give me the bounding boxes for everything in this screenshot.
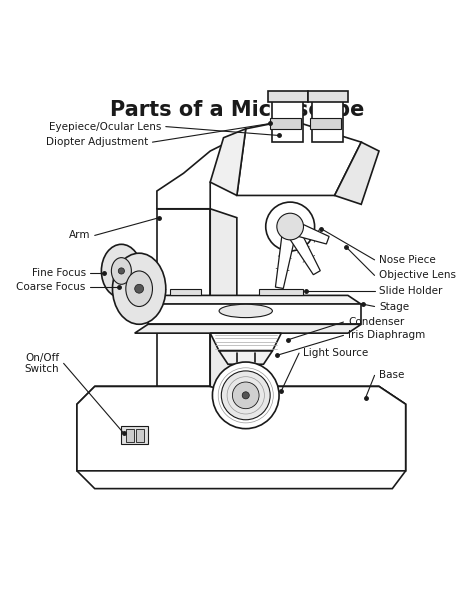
- Text: On/Off
Switch: On/Off Switch: [25, 352, 59, 374]
- Polygon shape: [135, 324, 361, 333]
- Text: Stage: Stage: [379, 302, 409, 311]
- Polygon shape: [296, 223, 329, 244]
- Polygon shape: [210, 333, 281, 351]
- Circle shape: [135, 284, 144, 293]
- Ellipse shape: [111, 257, 131, 284]
- Polygon shape: [121, 427, 148, 444]
- Ellipse shape: [219, 304, 273, 318]
- Polygon shape: [77, 386, 406, 489]
- Polygon shape: [157, 209, 210, 386]
- Bar: [136, 428, 144, 442]
- Polygon shape: [312, 97, 344, 142]
- Text: Light Source: Light Source: [303, 348, 369, 358]
- Text: Nose Piece: Nose Piece: [379, 255, 436, 265]
- Circle shape: [232, 382, 259, 409]
- Polygon shape: [237, 120, 361, 196]
- Ellipse shape: [101, 245, 141, 298]
- Text: Objective Lens: Objective Lens: [379, 270, 456, 280]
- Polygon shape: [335, 142, 379, 204]
- Ellipse shape: [126, 271, 153, 306]
- Circle shape: [221, 371, 270, 420]
- Circle shape: [266, 202, 315, 251]
- Polygon shape: [275, 234, 295, 289]
- Polygon shape: [77, 386, 406, 471]
- Text: Arm: Arm: [69, 230, 90, 240]
- Polygon shape: [170, 289, 201, 295]
- Polygon shape: [310, 118, 341, 129]
- Circle shape: [212, 362, 279, 428]
- Text: Coarse Focus: Coarse Focus: [17, 281, 86, 292]
- Bar: [268, 91, 308, 102]
- Polygon shape: [95, 386, 406, 404]
- Polygon shape: [148, 295, 361, 304]
- Text: Eyepiece/Ocular Lens: Eyepiece/Ocular Lens: [49, 121, 161, 132]
- Text: Iris Diaphragm: Iris Diaphragm: [348, 330, 425, 340]
- Polygon shape: [259, 289, 303, 295]
- Text: Fine Focus: Fine Focus: [32, 268, 86, 278]
- Circle shape: [118, 268, 125, 274]
- Text: Slide Holder: Slide Holder: [379, 286, 442, 296]
- Polygon shape: [219, 351, 273, 364]
- Polygon shape: [148, 304, 361, 324]
- Polygon shape: [273, 97, 303, 142]
- Polygon shape: [210, 129, 246, 196]
- Text: Condenser: Condenser: [348, 317, 404, 327]
- Circle shape: [277, 213, 303, 240]
- Polygon shape: [270, 118, 301, 129]
- Text: Parts of a Microscope: Parts of a Microscope: [109, 100, 364, 120]
- Text: Diopter Adjustment: Diopter Adjustment: [46, 137, 148, 147]
- Polygon shape: [210, 209, 237, 395]
- Bar: [308, 91, 348, 102]
- Text: Base: Base: [379, 370, 404, 380]
- Ellipse shape: [112, 253, 166, 324]
- Polygon shape: [157, 133, 273, 209]
- Circle shape: [242, 392, 249, 399]
- Bar: [126, 428, 134, 442]
- Polygon shape: [289, 231, 320, 275]
